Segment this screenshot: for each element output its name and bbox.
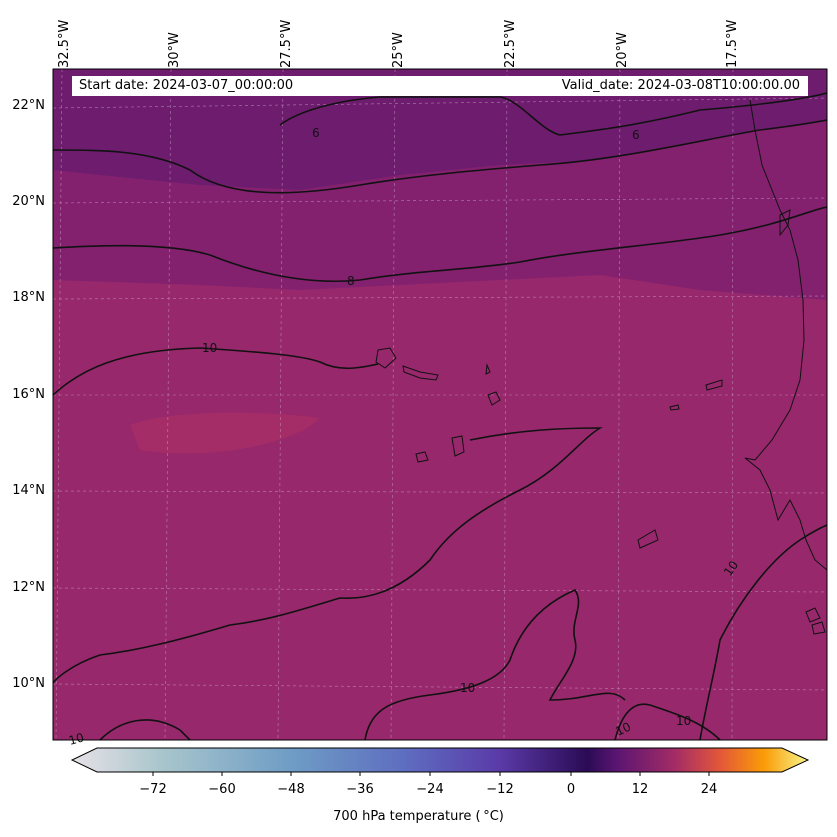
contour-label-10-southeast: 10: [613, 720, 633, 739]
temperature-field: [53, 69, 827, 740]
valid-date-text: Valid_date: 2024-03-08T10:00:00.00: [561, 78, 800, 93]
map-frame: [52, 68, 828, 741]
colorbar-tick-label: 12: [631, 782, 649, 797]
lon-label-22-5w: 22.5°W: [503, 19, 518, 68]
colorbar-tick-label: −12: [486, 782, 514, 797]
contour-label-8: 8: [347, 274, 355, 288]
contour-labels: 6 6 8 10 10 10 10 10 10: [67, 126, 741, 748]
cold-band: [53, 69, 827, 190]
coastlines: [375, 99, 827, 635]
lon-label-32-5w: 32.5°W: [57, 19, 72, 68]
lat-label-18n: 18°N: [12, 290, 45, 305]
colorbar-tick-label: −60: [208, 782, 236, 797]
lat-label-10n: 10°N: [12, 676, 45, 691]
graticule: [53, 69, 827, 740]
lat-label-12n: 12°N: [12, 580, 45, 595]
date-banner: Start date: 2024-03-07_00:00:00 Valid_da…: [72, 76, 808, 96]
contour-label-6-west: 6: [312, 126, 320, 140]
contour-label-10-south: 10: [460, 681, 475, 695]
contour-label-10-far-southeast: 10: [676, 714, 691, 728]
colorbar-ticks: [152, 772, 710, 776]
lon-label-20w: 20°W: [615, 32, 630, 68]
colorbar: [70, 747, 810, 776]
lat-label-14n: 14°N: [12, 483, 45, 498]
colorbar-label: 700 hPa temperature ( °C): [333, 809, 504, 824]
lon-label-17-5w: 17.5°W: [725, 19, 740, 68]
colorbar-tick-label: −72: [139, 782, 167, 797]
contours: [53, 92, 827, 740]
colorbar-tick-label: 24: [700, 782, 718, 797]
lat-label-20n: 20°N: [12, 194, 45, 209]
lat-label-16n: 16°N: [12, 387, 45, 402]
lon-label-25w: 25°W: [391, 32, 406, 68]
lat-label-22n: 22°N: [12, 98, 45, 113]
colorbar-bar: [70, 747, 810, 773]
contour-label-10-southwest: 10: [67, 730, 85, 747]
colorbar-tick-label: −24: [416, 782, 444, 797]
colorbar-tick-label: 0: [566, 782, 576, 797]
colorbar-tick-label: −48: [277, 782, 305, 797]
warm-patch: [130, 412, 320, 454]
contour-label-10-north: 10: [202, 341, 217, 355]
contour-label-6-east: 6: [632, 128, 640, 142]
start-date-text: Start date: 2024-03-07_00:00:00: [79, 78, 294, 93]
lon-label-30w: 30°W: [167, 32, 182, 68]
colorbar-tick-label: −36: [346, 782, 374, 797]
lon-label-27-5w: 27.5°W: [279, 19, 294, 68]
